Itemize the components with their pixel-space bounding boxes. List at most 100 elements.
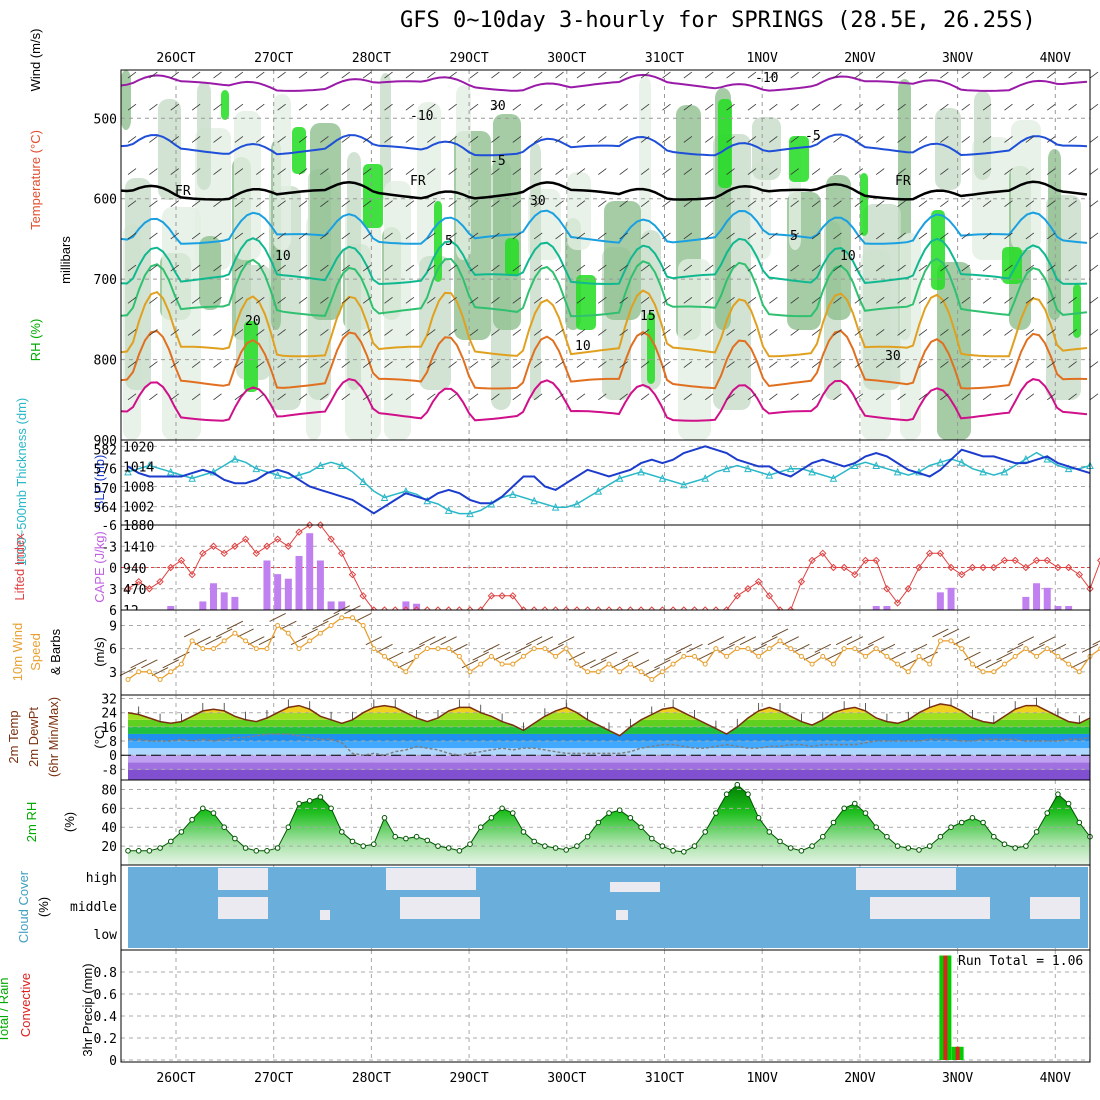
- wind-speed-marker: [916, 653, 922, 659]
- wind-barb: [576, 103, 586, 111]
- wind-barb: [256, 232, 265, 240]
- wind-speed-marker: [456, 653, 462, 659]
- wind-barb: [761, 636, 778, 646]
- thickness-marker: [551, 503, 560, 511]
- temperature-contour: [120, 329, 1088, 390]
- wind-barb: [576, 393, 586, 401]
- rh-marker: [349, 838, 356, 845]
- thickness-tick: 564: [94, 501, 118, 516]
- axis-label-text: (m/s): [92, 637, 107, 667]
- wind-barb: [769, 264, 778, 272]
- thickness-marker: [1064, 464, 1073, 473]
- wind-barb: [982, 168, 992, 175]
- wind-barb: [704, 393, 714, 401]
- wind-barb: [448, 200, 457, 208]
- wind-speed-marker: [510, 661, 516, 667]
- wind-barb: [985, 659, 1003, 669]
- rh-shade: [493, 114, 521, 330]
- li-marker: [990, 563, 998, 572]
- cape-bar: [327, 601, 335, 610]
- wind-barb: [790, 264, 799, 272]
- wind-barb: [277, 103, 286, 111]
- thickness-marker: [765, 470, 774, 479]
- wind-barb: [1047, 168, 1056, 175]
- wind-barb: [213, 71, 222, 79]
- wind-barb: [298, 329, 308, 336]
- wind-barb: [1004, 200, 1013, 208]
- axis-label: 2m DewPt: [26, 707, 41, 767]
- wind-barb: [256, 168, 265, 175]
- wind-barb: [277, 136, 286, 143]
- li-marker: [124, 585, 132, 593]
- wind-barb: [726, 264, 735, 272]
- wind-barb: [491, 361, 500, 368]
- wind-barb: [918, 232, 928, 240]
- cloud-patch: [466, 868, 476, 890]
- wind-barb: [982, 136, 992, 143]
- cloud-patch: [856, 868, 956, 890]
- wind-barb: [811, 103, 821, 111]
- wind-speed-marker: [307, 638, 313, 644]
- wind-barb: [747, 103, 757, 111]
- wind-barb: [213, 168, 222, 175]
- wind-barb: [875, 264, 885, 272]
- li-marker: [979, 563, 987, 572]
- wind-speed-marker: [478, 661, 484, 667]
- slp-tick: 1002: [123, 501, 154, 516]
- wind-barb: [427, 393, 436, 401]
- axis-label: 1000~500mb Thickness (dm): [14, 398, 29, 567]
- rh-marker: [916, 847, 922, 853]
- wind-barb: [256, 393, 265, 401]
- x-tick-top: 28OCT: [352, 51, 391, 66]
- wind-barb: [405, 71, 415, 79]
- wind-barb: [726, 103, 735, 111]
- wind-barb: [961, 232, 970, 240]
- wind-barb: [811, 329, 821, 336]
- y-tick: 900: [94, 434, 117, 449]
- temperature-contour: [120, 237, 1088, 286]
- wind-barb: [341, 200, 351, 208]
- cape-bar: [947, 587, 955, 610]
- wind-barb: [897, 103, 906, 111]
- cloud-patch: [1030, 897, 1080, 919]
- wind-barb: [619, 296, 628, 304]
- wind-speed-marker: [884, 653, 890, 659]
- upper-air-ylabel: RH (%) Temperature (°C) Wind (m/s): [28, 29, 43, 362]
- thickness-marker: [252, 464, 261, 473]
- wind-barb: [1004, 264, 1013, 272]
- wind-barb: [718, 643, 735, 653]
- li-marker: [915, 563, 923, 572]
- thickness-marker: [466, 509, 474, 518]
- li-marker: [883, 585, 891, 593]
- wind-barb: [429, 636, 447, 646]
- thickness-marker: [316, 461, 325, 469]
- wind-barb: [130, 659, 147, 669]
- wind-barb: [683, 264, 693, 272]
- wind-speed-marker: [734, 646, 740, 652]
- wind-barb: [362, 296, 372, 304]
- wind-barb: [170, 136, 179, 143]
- wind-barb: [191, 232, 201, 240]
- wind-speed-marker: [200, 646, 206, 652]
- wind-barb: [1089, 168, 1099, 175]
- wind-barb: [1004, 168, 1013, 175]
- rh-marker: [531, 838, 538, 845]
- panel-background: [121, 950, 1090, 1062]
- wind-barb: [704, 200, 714, 208]
- wind-barb: [1089, 393, 1099, 401]
- thickness-marker: [936, 458, 945, 466]
- li-marker: [145, 585, 154, 593]
- wind-barb: [427, 168, 436, 175]
- wind-barb: [918, 361, 928, 368]
- wind-barb: [598, 103, 607, 111]
- thickness-marker: [295, 470, 303, 479]
- cape-tick: 940: [123, 562, 146, 577]
- wind-barb: [512, 361, 522, 368]
- wind-barb: [384, 393, 393, 401]
- wind-barb: [277, 168, 286, 175]
- wind-barb: [469, 136, 479, 143]
- wind-barb: [386, 651, 404, 661]
- thickness-marker: [872, 461, 881, 469]
- wind-barb: [469, 103, 479, 111]
- wind-speed-marker: [1023, 646, 1029, 652]
